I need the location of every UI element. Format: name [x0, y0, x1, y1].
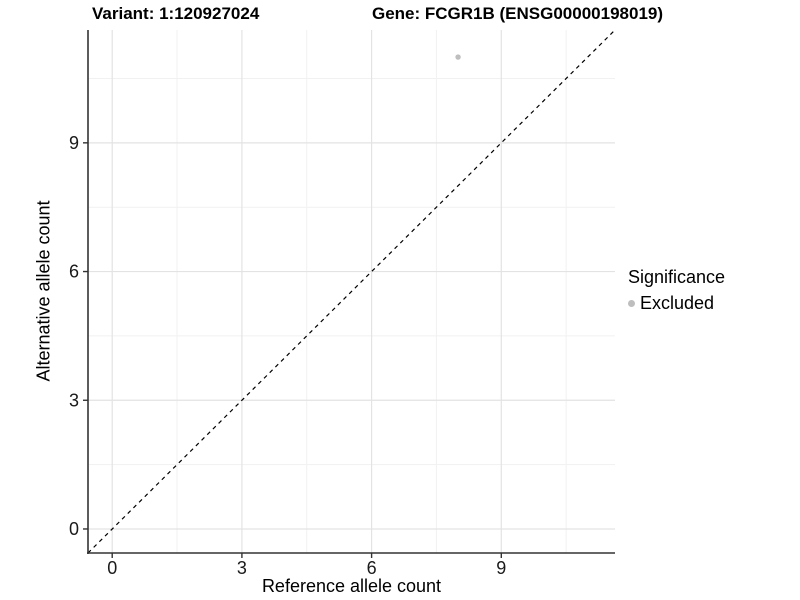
gene-title: Gene: FCGR1B (ENSG00000198019): [372, 4, 664, 23]
y-tick-label: 9: [69, 133, 79, 153]
identity-line: [87, 29, 616, 554]
y-tick-label: 6: [69, 262, 79, 282]
x-tick-label: 0: [107, 558, 117, 578]
y-tick-label: 0: [69, 519, 79, 539]
x-tick-label: 3: [237, 558, 247, 578]
y-axis-title: Alternative allele count: [33, 200, 54, 382]
legend-item: Excluded: [628, 293, 725, 314]
y-tick-label: 3: [69, 390, 79, 410]
variant-title: Variant: 1:120927024: [92, 4, 260, 23]
x-axis-title: Reference allele count: [261, 576, 442, 596]
x-tick-label: 6: [367, 558, 377, 578]
legend: Significance Excluded: [628, 267, 725, 314]
x-tick-label: 9: [496, 558, 506, 578]
legend-items: Excluded: [628, 293, 725, 314]
legend-item-label: Excluded: [640, 293, 715, 313]
legend-title: Significance: [628, 267, 726, 287]
legend-point-icon: [628, 300, 635, 307]
data-point: [455, 54, 461, 60]
